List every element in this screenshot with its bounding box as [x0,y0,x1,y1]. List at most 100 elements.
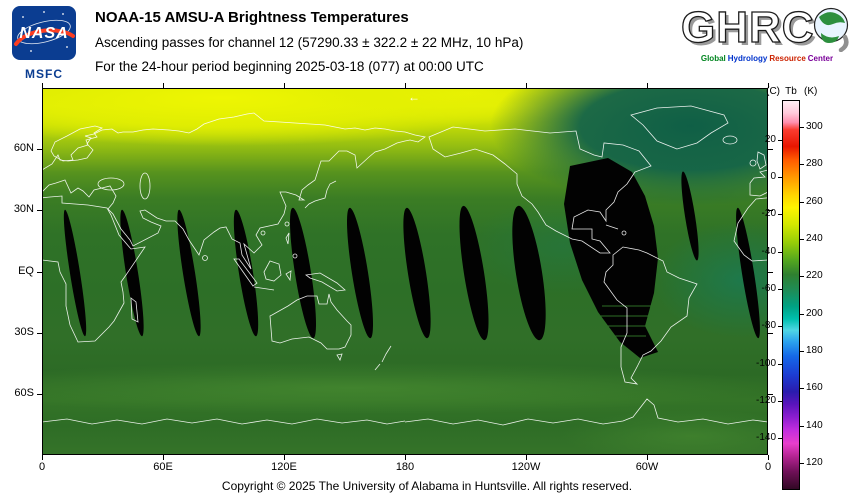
ghrc-letters: GHRC [681,3,815,52]
nasa-meatball-icon: NASA [12,6,76,60]
data-gap-streaks [63,158,760,358]
kelvin-tick-mark [800,350,804,352]
lat-tick-label: EQ [18,264,34,277]
temperature-field [42,88,768,455]
direction-arrow: ← [408,90,420,104]
nasa-logo: NASA MSFC [10,5,78,81]
kelvin-tick-label: 180 [806,344,823,356]
lon-tick-mark [768,83,769,88]
kelvin-tick-mark [800,276,804,278]
colorbar-quantity-label: Tb [785,86,797,97]
lon-tick-mark [405,455,406,460]
lat-tick-mark [768,149,773,151]
msfc-label: MSFC [25,67,63,81]
lat-tick-mark [768,271,773,273]
lon-tick-mark [284,83,285,88]
ghrc-tagline-word: Global [700,54,726,63]
lon-tick-label: 60E [153,461,173,473]
kelvin-tick-mark [800,239,804,241]
kelvin-tick-mark [800,313,804,315]
ghrc-tagline-word: Center [807,54,834,63]
lat-tick-mark [37,271,42,273]
nasa-wordmark: NASA [19,25,68,42]
large-data-gap [564,158,658,358]
celsius-tick-mark [778,401,782,403]
ghrc-logo: GHRC GHRC Global Hydrology Resource Center [680,2,854,63]
title-block: NOAA-15 AMSU-A Brightness Temperatures A… [95,9,523,83]
colorbar-unit-celsius: (C) [766,86,780,97]
lat-tick-mark [37,393,42,395]
lon-tick-mark [526,455,527,460]
lat-tick-mark [768,393,773,395]
kelvin-tick-mark [800,164,804,166]
colorbar-unit-kelvin: (K) [804,86,818,97]
celsius-tick-label: 0 [770,171,776,183]
lon-tick-mark [163,455,164,460]
kelvin-tick-mark [800,127,804,129]
celsius-tick-label: -120 [755,395,776,407]
lat-tick-mark [768,332,773,334]
celsius-tick-label: -100 [755,357,776,369]
kelvin-tick-label: 200 [806,307,823,319]
ghrc-wordmark-icon: GHRC GHRC [680,2,849,55]
kelvin-tick-label: 220 [806,270,823,282]
kelvin-tick-label: 260 [806,195,823,207]
lon-tick-label: 120W [511,461,541,473]
subtitle-channel: Ascending passes for channel 12 (57290.3… [95,35,524,50]
lon-tick-mark [42,83,43,88]
lat-tick-label: 60N [13,142,34,155]
ghrc-tagline-word: Hydrology [727,54,768,63]
page-title: NOAA-15 AMSU-A Brightness Temperatures [95,9,409,26]
kelvin-tick-label: 120 [806,456,823,468]
lat-tick-mark [37,149,42,151]
lon-tick-mark [42,455,43,460]
lat-tick-mark [768,210,773,212]
celsius-tick-mark [778,177,782,179]
celsius-tick-mark [778,326,782,328]
lat-tick-label: 60S [14,386,34,399]
celsius-tick-mark [778,139,782,141]
lat-tick-label: 30S [14,325,34,338]
kelvin-tick-mark [800,425,804,427]
celsius-tick-mark [778,438,782,440]
lon-tick-label: 120E [271,461,297,473]
subtitle-period: For the 24-hour period beginning 2025-03… [95,59,484,74]
lon-tick-mark [163,83,164,88]
ghrc-tagline: Global Hydrology Resource Center [680,54,854,63]
svg-text:GHRC: GHRC [684,6,818,52]
celsius-tick-mark [778,214,782,216]
celsius-tick-label: -80 [761,320,776,332]
kelvin-tick-label: 240 [806,233,823,245]
lat-tick-mark [37,210,42,212]
lat-tick-label: 30N [13,203,34,216]
celsius-tick-label: 20 [764,133,776,145]
gap-scanline-artifacts [597,305,654,337]
lon-tick-label: 0 [764,461,772,473]
kelvin-tick-label: 280 [806,158,823,170]
ghrc-globe-icon [813,7,849,53]
kelvin-tick-label: 140 [806,419,823,431]
copyright-text: Copyright © 2025 The University of Alaba… [221,479,633,493]
lon-tick-label: 60W [635,461,659,473]
map-frame [42,88,768,455]
celsius-tick-label: -20 [761,208,776,220]
lon-tick-mark [768,455,769,460]
lon-tick-label: 180 [395,461,415,473]
celsius-tick-label: -140 [755,432,776,444]
kelvin-tick-mark [800,201,804,203]
lon-tick-label: 0 [38,461,46,473]
lon-tick-mark [284,455,285,460]
kelvin-tick-label: 300 [806,121,823,133]
lon-tick-mark [526,83,527,88]
kelvin-tick-mark [800,462,804,464]
celsius-tick-mark [778,289,782,291]
celsius-tick-label: -40 [761,245,776,257]
celsius-tick-mark [778,363,782,365]
kelvin-tick-mark [800,388,804,390]
lon-tick-mark [647,455,648,460]
kelvin-tick-label: 160 [806,382,823,394]
lon-tick-mark [405,83,406,88]
lat-tick-mark [37,332,42,334]
lon-tick-mark [647,83,648,88]
